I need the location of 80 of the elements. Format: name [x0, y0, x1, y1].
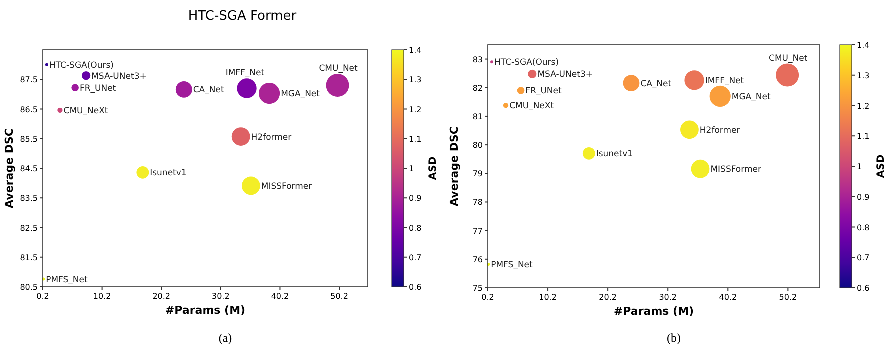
- x-tick-label: 50.2: [330, 292, 348, 301]
- series-label: CMU_Net: [769, 54, 808, 64]
- x-tick-label: 20.2: [152, 292, 171, 301]
- x-tick-label: 30.2: [659, 293, 678, 302]
- color-bar-label: 0.8: [857, 223, 870, 232]
- x-tick-label: 40.2: [271, 292, 290, 301]
- x-tick-label: 20.2: [599, 293, 617, 302]
- y-tick-label: 82.5: [20, 224, 38, 233]
- y-tick-label: 84.5: [20, 164, 38, 174]
- x-axis-title: #Params (M): [614, 305, 694, 318]
- color-bar-label: 1.4: [409, 46, 422, 55]
- series-label: CA_Net: [193, 86, 225, 96]
- color-bar-label: 1: [409, 164, 414, 174]
- x-tick-label: 30.2: [212, 292, 230, 301]
- y-axis-title: Average DSC: [448, 126, 461, 206]
- series-label: CMU_Net: [319, 64, 359, 74]
- color-bar-label: 0.6: [409, 283, 422, 292]
- y-tick-label: 83.5: [20, 194, 38, 204]
- color-bar-label: 1.4: [857, 41, 870, 50]
- series-label: Isunetv1: [150, 168, 187, 179]
- y-tick-label: 87.5: [20, 76, 38, 85]
- text: (b): [667, 331, 681, 345]
- y-axis-title: Average DSC: [3, 128, 16, 208]
- color-bar-label: 1.3: [857, 71, 870, 80]
- y-tick-label: 81.5: [20, 253, 38, 262]
- y-tick-label: 78: [472, 198, 483, 208]
- color-bar-label: 0.7: [409, 253, 422, 262]
- color-bar-label: 1.2: [857, 102, 870, 111]
- color-bar-label: 0.6: [857, 284, 870, 293]
- series-label: Isunetv1: [596, 150, 634, 160]
- text: (a): [218, 331, 232, 345]
- y-tick-label: 80: [472, 141, 483, 150]
- series-label: FR_UNet: [80, 84, 117, 94]
- y-tick-label: 82: [472, 84, 483, 93]
- y-tick-label: 81: [472, 112, 483, 122]
- series-label: MISSFormer: [710, 165, 762, 176]
- color-bar-title: ASD: [428, 156, 439, 180]
- color-bar-label: 1.3: [409, 76, 422, 85]
- x-tick-label: 0.2: [482, 293, 494, 302]
- series-label: CMU_NeXt: [510, 102, 555, 112]
- series-label: MSA-UNet3+: [538, 70, 593, 80]
- color-bar-label: 1: [857, 162, 862, 172]
- x-tick-label: 10.2: [93, 292, 112, 301]
- x-tick-label: 0.2: [36, 292, 50, 301]
- y-tick-label: 76: [472, 255, 483, 264]
- series-label: H2former: [251, 132, 292, 143]
- chart-title: HTC-SGA Former: [188, 9, 298, 24]
- series-label: IMFF_Net: [226, 68, 266, 79]
- series-label: MSA-UNet3+: [92, 72, 147, 82]
- series-label: CA_Net: [640, 79, 672, 90]
- series-label: MISSFormer: [261, 182, 313, 192]
- color-bar-label: 0.7: [857, 254, 870, 263]
- series-label: PMFS_Net: [491, 260, 534, 271]
- y-tick-label: 85.5: [20, 134, 38, 144]
- x-tick-label: 40.2: [719, 293, 738, 302]
- color-bar-label: 0.9: [857, 192, 870, 202]
- color-bar-label: 1.1: [409, 134, 422, 144]
- color-bar-label: 1.1: [857, 132, 870, 142]
- x-tick-label: 50.2: [779, 293, 798, 302]
- y-tick-label: 79: [472, 170, 483, 179]
- y-tick-label: 80.5: [20, 283, 38, 292]
- y-tick-label: 77: [472, 226, 483, 236]
- series-label: IMFF_Net: [705, 76, 745, 86]
- x-axis-title: #Params (M): [165, 304, 246, 317]
- series-label: FR_UNet: [526, 86, 563, 97]
- series-label: CMU_NeXt: [64, 106, 109, 116]
- series-label: HTC-SGA(Ours): [494, 58, 560, 68]
- series-label: H2former: [700, 126, 741, 136]
- y-tick-label: 83: [472, 55, 483, 64]
- series-label: MGA_Net: [732, 92, 772, 102]
- y-tick-label: 86.5: [20, 105, 38, 114]
- color-bar-label: 1.2: [409, 105, 422, 114]
- x-tick-label: 10.2: [539, 293, 557, 302]
- series-label: MGA_Net: [281, 90, 321, 100]
- y-tick-label: 75: [472, 284, 483, 293]
- color-bar-title: ASD: [876, 154, 887, 178]
- color-bar-label: 0.9: [409, 194, 422, 204]
- series-label: HTC-SGA(Ours): [49, 60, 114, 71]
- color-bar-label: 0.8: [409, 224, 422, 233]
- series-label: PMFS_Net: [46, 275, 89, 286]
